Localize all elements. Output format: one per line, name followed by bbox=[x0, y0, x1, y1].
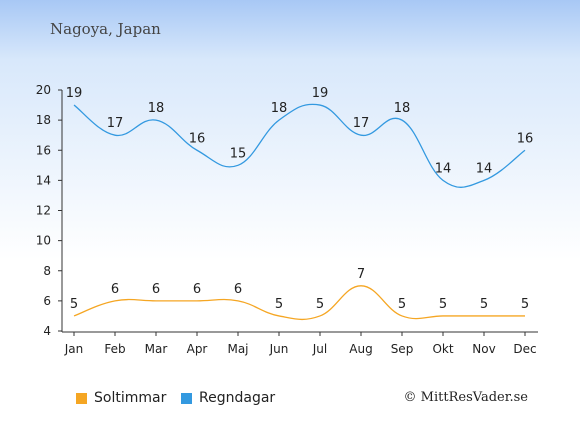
data-labels: 5 6 6 6 6 5 5 7 5 5 5 5 19 17 18 16 15 18 19 17 18 14 14 16 bbox=[66, 86, 534, 312]
x-tick-label: Okt bbox=[432, 342, 453, 356]
x-tick-label: Apr bbox=[187, 342, 208, 356]
x-tick-label: Sep bbox=[391, 342, 414, 356]
data-label: 18 bbox=[394, 101, 411, 116]
data-label: 5 bbox=[398, 297, 406, 312]
data-label: 6 bbox=[234, 282, 242, 297]
data-label: 7 bbox=[357, 267, 365, 282]
y-tick-label: 16 bbox=[36, 143, 51, 157]
x-tick-label: Aug bbox=[349, 342, 372, 356]
y-tick-label: 14 bbox=[36, 173, 51, 187]
series-line-rain bbox=[73, 103, 526, 188]
data-label: 19 bbox=[66, 86, 83, 101]
series-lines bbox=[73, 103, 526, 321]
y-tick-label: 10 bbox=[36, 234, 51, 248]
data-label: 14 bbox=[476, 161, 493, 176]
data-label: 6 bbox=[111, 282, 119, 297]
legend-item-rain: Regndagar bbox=[181, 390, 275, 406]
data-label: 16 bbox=[189, 131, 206, 146]
data-label: 6 bbox=[193, 282, 201, 297]
data-label: 15 bbox=[230, 146, 247, 161]
legend-label-rain: Regndagar bbox=[199, 390, 276, 406]
x-tick-label: Jun bbox=[269, 342, 289, 356]
y-tick-label: 12 bbox=[36, 204, 51, 218]
data-label: 5 bbox=[275, 297, 283, 312]
y-tick-label: 20 bbox=[36, 83, 51, 97]
data-label: 14 bbox=[435, 161, 452, 176]
data-label: 19 bbox=[312, 86, 329, 101]
data-label: 18 bbox=[271, 101, 288, 116]
legend-swatch-sun bbox=[76, 392, 87, 404]
y-tick-label: 8 bbox=[43, 264, 51, 278]
data-label: 5 bbox=[316, 297, 324, 312]
x-tick-label: Jul bbox=[312, 342, 327, 356]
x-tick-label: Mar bbox=[145, 342, 168, 356]
data-label: 17 bbox=[107, 116, 124, 131]
legend-item-sun: Soltimmar bbox=[76, 390, 166, 406]
data-label: 17 bbox=[353, 116, 370, 131]
data-label: 5 bbox=[70, 297, 78, 312]
legend-swatch-rain bbox=[181, 392, 192, 404]
data-label: 5 bbox=[439, 297, 447, 312]
y-tick-label: 6 bbox=[43, 294, 51, 308]
data-label: 18 bbox=[148, 101, 165, 116]
chart-title: Nagoya, Japan bbox=[50, 20, 161, 38]
copyright-text: © MittResVader.se bbox=[403, 390, 528, 405]
line-chart: 4 6 8 10 12 14 16 18 20 Jan Feb Mar Apr Maj Jun Jul Aug S… bbox=[36, 83, 538, 356]
y-tick-label: 18 bbox=[36, 113, 51, 127]
axes: 4 6 8 10 12 14 16 18 20 Jan Feb Mar Apr Maj Jun Jul Aug S… bbox=[36, 83, 538, 356]
y-tick-label: 4 bbox=[43, 324, 51, 338]
x-tick-label: Feb bbox=[104, 342, 125, 356]
legend-label-sun: Soltimmar bbox=[94, 390, 167, 406]
data-label: 16 bbox=[517, 131, 534, 146]
data-label: 5 bbox=[480, 297, 488, 312]
x-tick-label: Jan bbox=[64, 342, 84, 356]
x-tick-label: Nov bbox=[472, 342, 495, 356]
x-tick-label: Maj bbox=[227, 342, 248, 356]
series-line-sun bbox=[73, 285, 525, 321]
data-label: 6 bbox=[152, 282, 160, 297]
x-tick-label: Dec bbox=[513, 342, 536, 356]
data-label: 5 bbox=[521, 297, 529, 312]
